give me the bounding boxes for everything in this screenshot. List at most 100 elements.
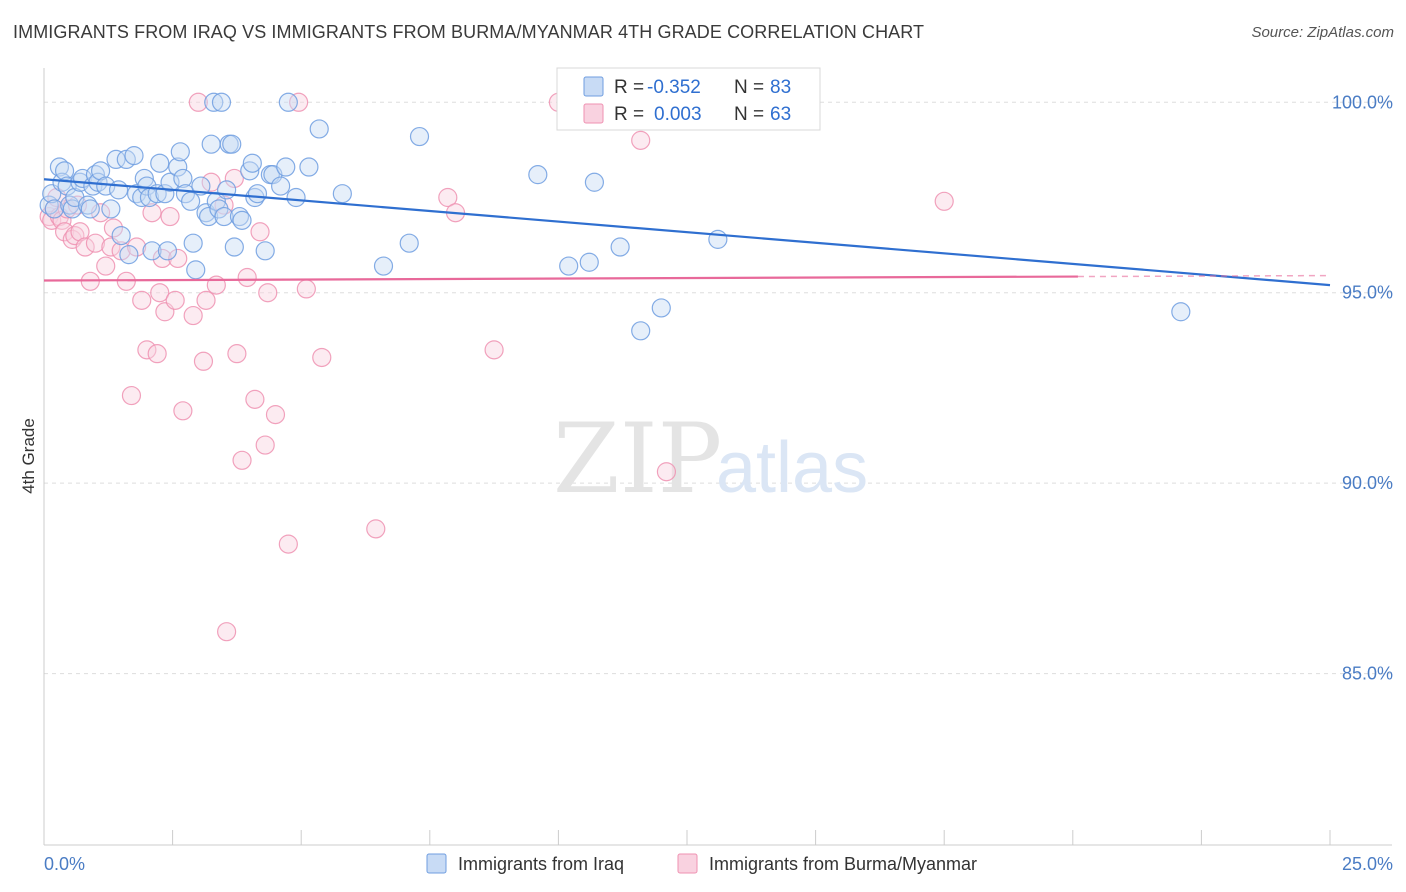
iraq-point-69 xyxy=(286,187,306,208)
iraq-point-27 xyxy=(132,187,152,208)
iraq-point-38 xyxy=(170,142,190,162)
iraq-point-85 xyxy=(1171,302,1191,322)
iraq-point-17 xyxy=(90,161,111,181)
series-iraq-points xyxy=(39,92,1191,341)
stats-swatch-iraq xyxy=(583,76,604,97)
stats-n-value-burma: 63 xyxy=(770,104,791,125)
iraq-point-24 xyxy=(119,245,139,265)
trend-line-iraq xyxy=(43,178,1331,287)
stats-swatch-burma xyxy=(583,103,604,124)
legend-swatch-burma[interactable] xyxy=(677,853,698,874)
burma-point-48 xyxy=(265,405,286,425)
iraq-point-35 xyxy=(157,241,178,261)
burma-point-40 xyxy=(224,168,244,189)
iraq-point-46 xyxy=(199,206,219,227)
legend-swatch-iraq[interactable] xyxy=(426,853,447,874)
x-tick-label-max: 25.0% xyxy=(1342,854,1393,874)
y-tick-label-1: 95.0% xyxy=(1342,283,1393,303)
iraq-point-70 xyxy=(299,157,319,177)
burma-point-23 xyxy=(142,203,162,223)
y-tick-label-2: 90.0% xyxy=(1342,473,1393,493)
burma-point-12 xyxy=(85,233,106,253)
stats-r-value-burma: 0.003 xyxy=(654,104,702,125)
stats-r-label-iraq: R = xyxy=(614,77,644,98)
burma-point-59 xyxy=(656,462,677,482)
burma-point-33 xyxy=(188,92,208,112)
iraq-point-37 xyxy=(168,157,188,177)
iraq-point-31 xyxy=(142,241,162,261)
burma-point-54 xyxy=(438,187,458,208)
burma-point-62 xyxy=(67,195,88,215)
burma-point-53 xyxy=(366,519,386,539)
iraq-point-81 xyxy=(631,321,651,341)
y-axis-label: 4th Grade xyxy=(19,418,38,494)
iraq-point-80 xyxy=(610,237,630,257)
trend-line-burma-extension xyxy=(1077,274,1331,278)
iraq-point-55 xyxy=(222,134,242,154)
burma-point-36 xyxy=(201,172,221,192)
burma-point-9 xyxy=(70,222,90,242)
iraq-point-51 xyxy=(211,92,232,112)
iraq-point-26 xyxy=(126,184,147,204)
burma-point-58 xyxy=(631,130,651,150)
burma-point-19 xyxy=(121,385,142,406)
x-tick-label-min: 0.0% xyxy=(44,854,85,874)
stats-r-value-iraq: -0.352 xyxy=(647,77,701,98)
iraq-point-41 xyxy=(181,191,201,211)
iraq-point-78 xyxy=(579,252,599,272)
chart-source: Source: ZipAtlas.com xyxy=(1251,24,1394,41)
iraq-point-60 xyxy=(242,153,262,173)
burma-point-35 xyxy=(196,290,216,310)
burma-point-41 xyxy=(227,344,247,364)
burma-point-56 xyxy=(484,340,504,360)
burma-point-24 xyxy=(147,344,167,364)
iraq-point-3 xyxy=(49,157,70,177)
iraq-point-67 xyxy=(276,157,296,177)
burma-point-50 xyxy=(289,92,309,112)
iraq-point-72 xyxy=(332,184,352,204)
burma-point-16 xyxy=(103,218,124,238)
stats-n-label-iraq: N = xyxy=(734,77,764,98)
iraq-point-44 xyxy=(191,176,211,196)
iraq-point-0 xyxy=(39,195,59,215)
iraq-point-47 xyxy=(201,134,221,154)
legend-label-burma[interactable]: Immigrants from Burma/Myanmar xyxy=(709,854,977,874)
iraq-point-53 xyxy=(217,180,237,200)
iraq-point-66 xyxy=(271,176,291,196)
iraq-point-36 xyxy=(160,172,180,192)
iraq-point-33 xyxy=(150,153,170,173)
burma-point-29 xyxy=(165,290,185,310)
iraq-point-75 xyxy=(409,126,430,147)
burma-point-14 xyxy=(96,256,116,276)
iraq-point-48 xyxy=(204,92,224,112)
y-tick-label-3: 85.0% xyxy=(1342,664,1393,684)
burma-point-52 xyxy=(312,347,332,368)
iraq-point-68 xyxy=(278,92,298,112)
chart-title: IMMIGRANTS FROM IRAQ VS IMMIGRANTS FROM … xyxy=(13,22,925,42)
burma-point-49 xyxy=(278,534,298,554)
burma-point-51 xyxy=(296,279,316,299)
iraq-point-73 xyxy=(373,256,394,276)
iraq-point-59 xyxy=(240,161,260,181)
trend-line-burma xyxy=(43,275,1078,282)
burma-point-10 xyxy=(75,237,95,257)
y-tick-labels: 100.0% 95.0% 90.0% 85.0% xyxy=(1332,92,1393,683)
watermark-atlas: atlas xyxy=(716,428,868,508)
grid-lines xyxy=(44,101,1392,675)
burma-point-32 xyxy=(183,305,203,326)
legend-label-iraq[interactable]: Immigrants from Iraq xyxy=(458,854,624,874)
burma-point-43 xyxy=(237,267,257,288)
watermark-zip: ZIP xyxy=(553,403,722,515)
iraq-point-21 xyxy=(108,180,129,200)
burma-point-31 xyxy=(173,401,193,421)
iraq-point-20 xyxy=(106,149,126,170)
stats-n-label-burma: N = xyxy=(734,104,764,125)
iraq-point-56 xyxy=(224,237,244,257)
bottom-legend: Immigrants from Iraq Immigrants from Bur… xyxy=(426,853,977,874)
burma-point-39 xyxy=(217,622,237,642)
burma-point-30 xyxy=(168,248,188,269)
burma-point-22 xyxy=(137,340,157,360)
burma-point-44 xyxy=(245,389,265,409)
iraq-point-42 xyxy=(183,233,203,253)
stats-legend-box: R = -0.352 N = 83 R = 0.003 N = 63 xyxy=(556,67,821,131)
